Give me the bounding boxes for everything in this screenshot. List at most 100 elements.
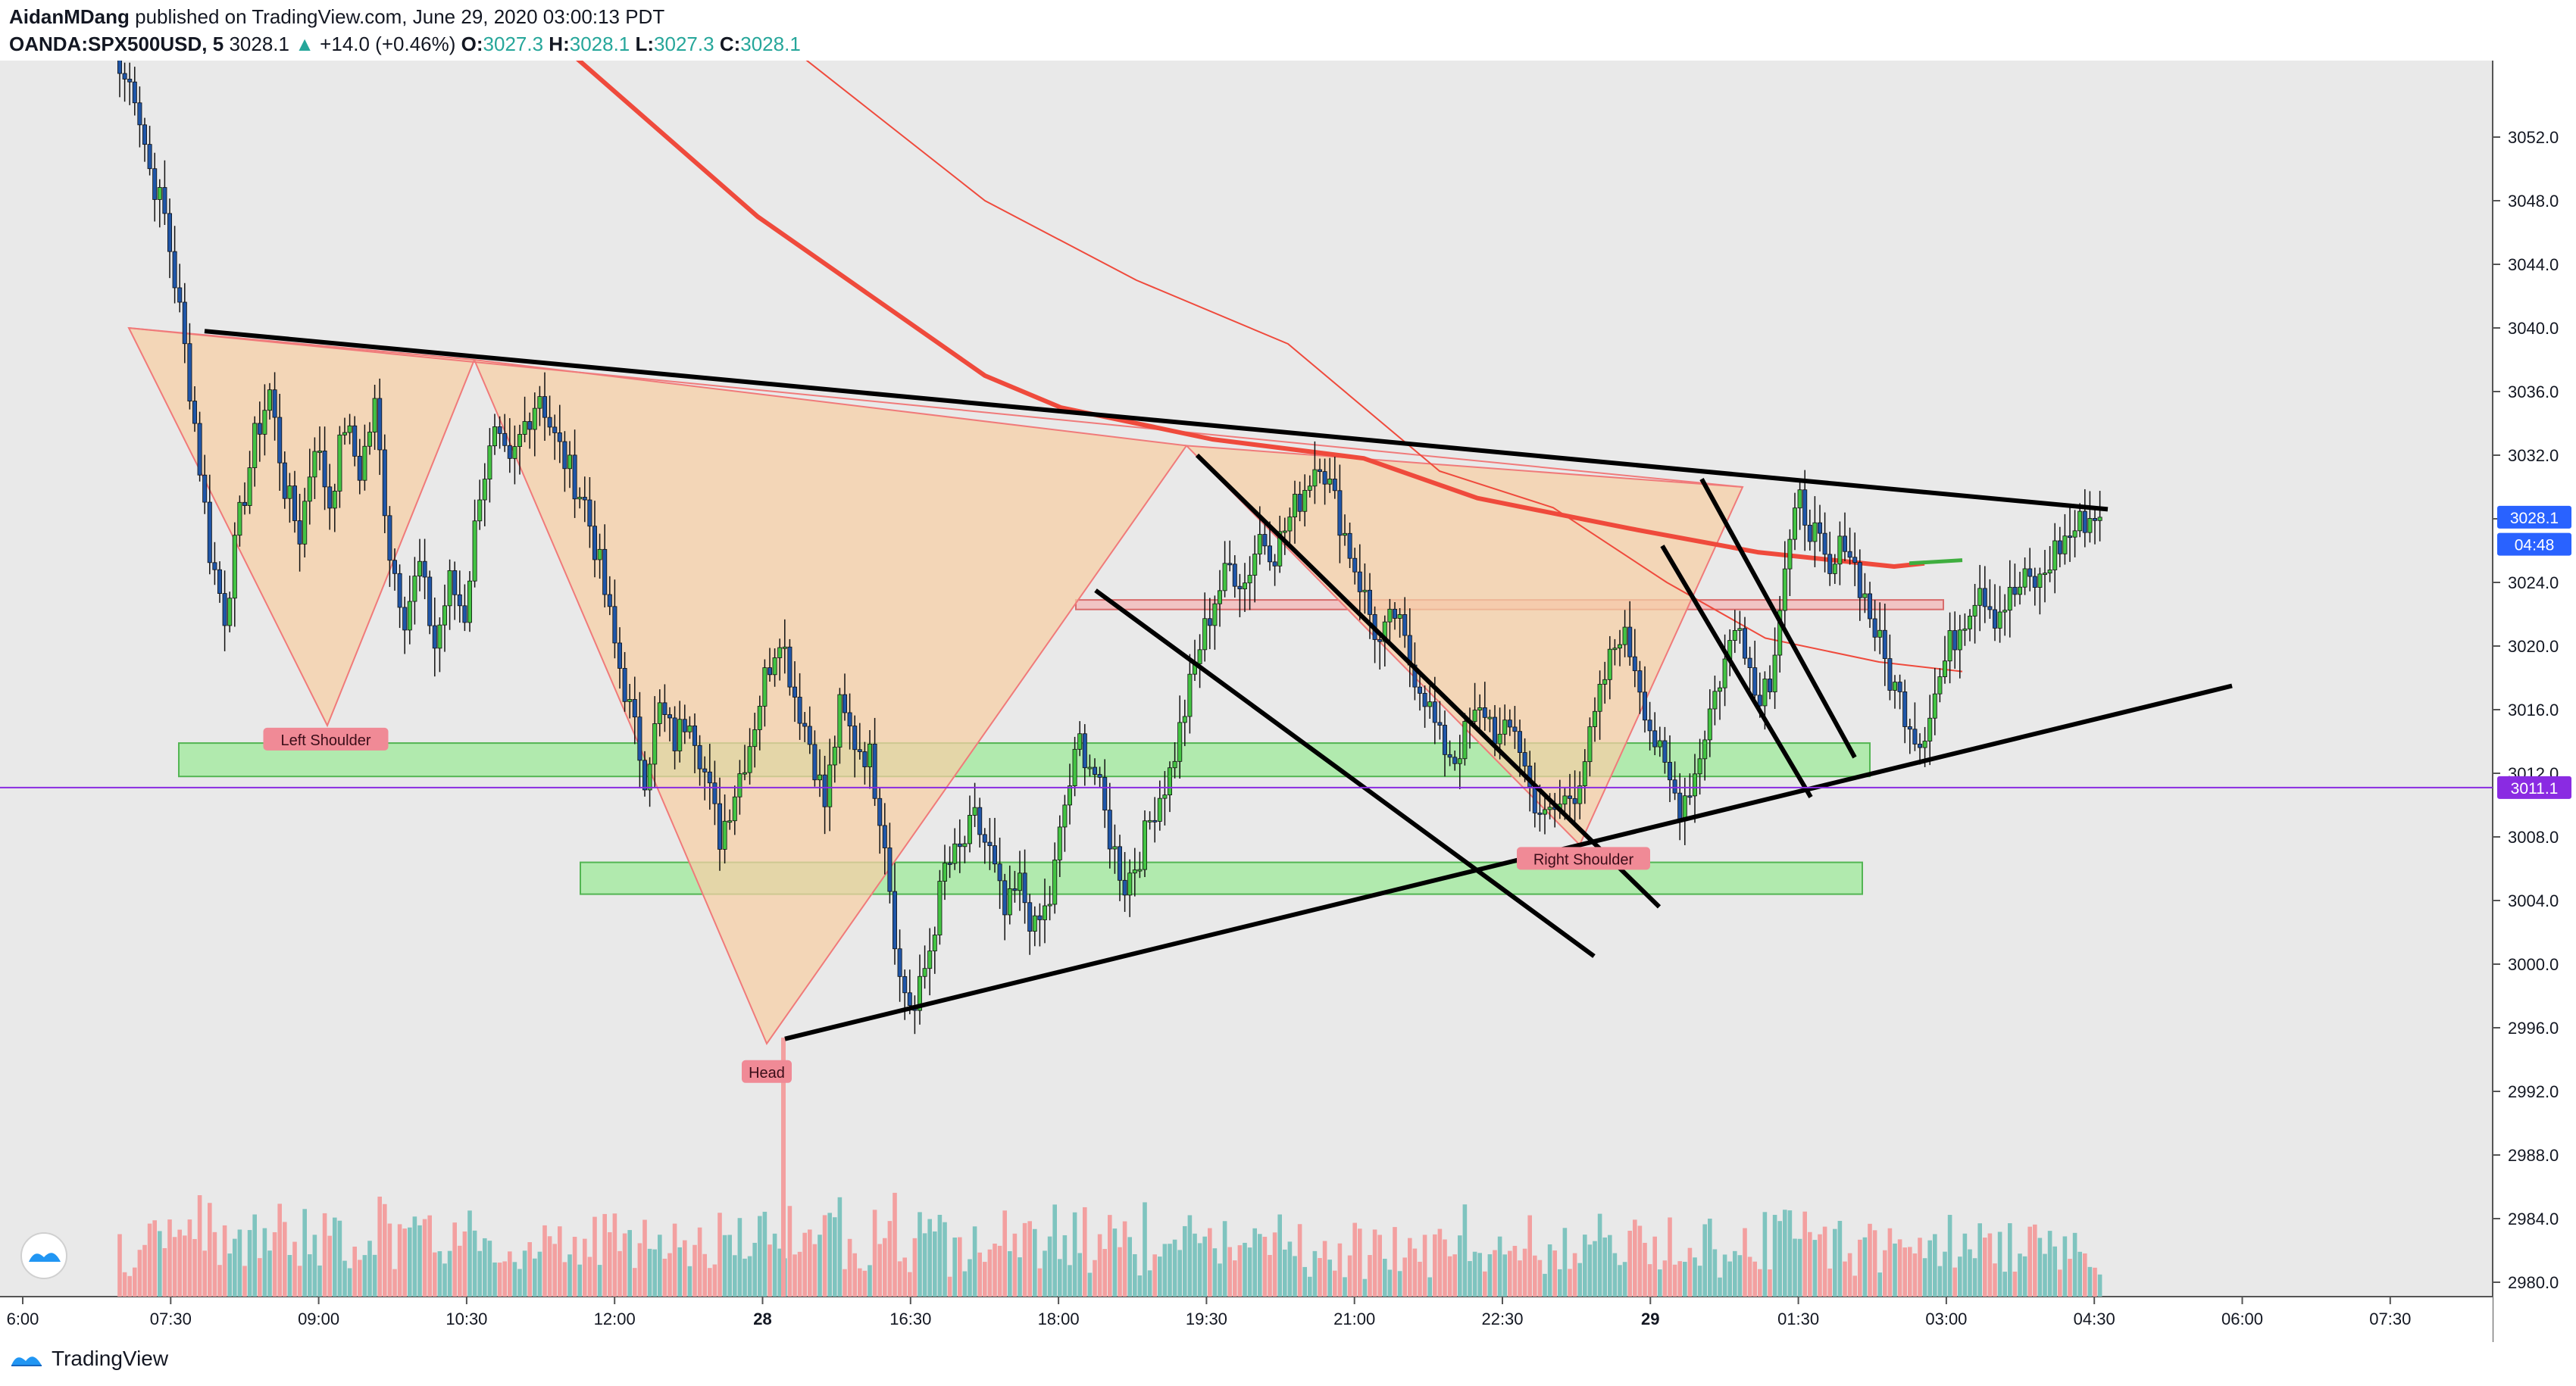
candle-body[interactable] <box>752 729 758 748</box>
candle-body[interactable] <box>597 548 602 560</box>
candle-body[interactable] <box>1377 639 1383 642</box>
candle-body[interactable] <box>1127 872 1133 896</box>
candle-body[interactable] <box>1007 888 1012 916</box>
candle-body[interactable] <box>1982 588 1987 607</box>
candle-body[interactable] <box>2077 510 2083 532</box>
right-shoulder-pattern[interactable] <box>1184 445 1744 847</box>
candle-body[interactable] <box>1318 469 1323 473</box>
candle-body[interactable] <box>277 417 283 464</box>
candle-body[interactable] <box>1837 535 1843 565</box>
candle-body[interactable] <box>1777 610 1783 656</box>
candle-body[interactable] <box>317 450 322 453</box>
candle-body[interactable] <box>1147 819 1152 823</box>
candle-body[interactable] <box>1282 530 1287 533</box>
candle-body[interactable] <box>1393 608 1398 619</box>
candle-body[interactable] <box>1707 708 1712 741</box>
flag-channel-upper[interactable] <box>1699 478 1857 759</box>
candle-body[interactable] <box>542 396 548 418</box>
candle-body[interactable] <box>1137 869 1143 872</box>
candle-body[interactable] <box>437 624 442 649</box>
candle-body[interactable] <box>1297 494 1302 512</box>
time-axis[interactable] <box>0 1297 2493 1342</box>
candle-body[interactable] <box>997 863 1002 882</box>
candle-body[interactable] <box>1957 629 1962 651</box>
candle-body[interactable] <box>582 497 587 501</box>
candle-body[interactable] <box>527 421 533 430</box>
candle-body[interactable] <box>482 479 487 501</box>
candle-body[interactable] <box>782 646 787 649</box>
candle-body[interactable] <box>1362 589 1368 592</box>
candle-body[interactable] <box>367 432 372 447</box>
candle-body[interactable] <box>1202 618 1208 651</box>
candle-body[interactable] <box>232 535 237 599</box>
candle-body[interactable] <box>1947 630 1952 662</box>
candle-body[interactable] <box>2097 517 2102 521</box>
candle-body[interactable] <box>242 501 247 506</box>
price-axis[interactable] <box>2493 61 2576 1342</box>
candle-body[interactable] <box>1327 479 1333 485</box>
candle-body[interactable] <box>1892 682 1897 691</box>
candle-body[interactable] <box>1472 710 1477 722</box>
candle-body[interactable] <box>1177 722 1183 762</box>
price-tag-label[interactable]: 3028.1 <box>2510 510 2559 527</box>
flag-channel-lower[interactable] <box>1660 545 1813 799</box>
candle-body[interactable] <box>1022 872 1027 904</box>
candle-body[interactable] <box>1997 611 2002 629</box>
candle-body[interactable] <box>1272 561 1277 567</box>
candle-body[interactable] <box>1172 760 1177 769</box>
candle-body[interactable] <box>822 774 827 807</box>
candle-body[interactable] <box>1942 660 1947 677</box>
candle-body[interactable] <box>742 772 748 775</box>
candle-body[interactable] <box>467 580 473 623</box>
candle-body[interactable] <box>1632 656 1637 672</box>
price-tag-bg[interactable] <box>2497 505 2571 529</box>
candle-body[interactable] <box>197 423 202 476</box>
candle-body[interactable] <box>968 815 973 844</box>
candle-body[interactable] <box>1757 695 1762 707</box>
candle-body[interactable] <box>722 820 727 850</box>
candle-body[interactable] <box>962 843 968 848</box>
candle-body[interactable] <box>887 848 893 892</box>
candle-body[interactable] <box>1402 613 1408 636</box>
candle-body[interactable] <box>857 749 862 752</box>
candle-body[interactable] <box>2017 586 2022 595</box>
candle-body[interactable] <box>1268 545 1273 563</box>
candle-body[interactable] <box>187 343 192 401</box>
candle-body[interactable] <box>1037 915 1043 920</box>
candle-body[interactable] <box>1252 554 1258 576</box>
candle-body[interactable] <box>818 774 823 781</box>
candle-body[interactable] <box>1917 744 1922 748</box>
candle-body[interactable] <box>1302 489 1308 512</box>
candle-body[interactable] <box>212 562 217 570</box>
candle-body[interactable] <box>1932 693 1937 719</box>
candle-body[interactable] <box>943 863 948 882</box>
candle-body[interactable] <box>132 81 137 104</box>
candle-body[interactable] <box>1772 654 1777 692</box>
rising-support-line[interactable] <box>784 683 2233 1041</box>
candle-body[interactable] <box>1597 683 1602 712</box>
candle-body[interactable] <box>457 594 462 607</box>
candle-body[interactable] <box>937 881 943 935</box>
candle-body[interactable] <box>122 73 127 80</box>
candle-body[interactable] <box>1692 773 1697 797</box>
candle-body[interactable] <box>1912 729 1918 745</box>
candle-body[interactable] <box>792 686 798 698</box>
candle-body[interactable] <box>692 725 698 746</box>
candle-body[interactable] <box>1422 692 1427 707</box>
candle-body[interactable] <box>567 454 573 470</box>
candle-body[interactable] <box>1742 628 1747 659</box>
candle-body[interactable] <box>1577 785 1583 804</box>
candle-body[interactable] <box>1662 740 1668 763</box>
candle-body[interactable] <box>907 992 912 1007</box>
candle-body[interactable] <box>592 526 598 560</box>
candle-body[interactable] <box>257 423 262 435</box>
candle-body[interactable] <box>392 560 398 574</box>
candle-body[interactable] <box>347 425 352 433</box>
candle-body[interactable] <box>1122 879 1127 896</box>
candle-body[interactable] <box>767 667 773 676</box>
candle-body[interactable] <box>512 446 517 459</box>
candle-body[interactable] <box>677 719 683 751</box>
candle-body[interactable] <box>1322 471 1327 485</box>
candle-body[interactable] <box>322 450 327 488</box>
candle-body[interactable] <box>1627 626 1633 657</box>
